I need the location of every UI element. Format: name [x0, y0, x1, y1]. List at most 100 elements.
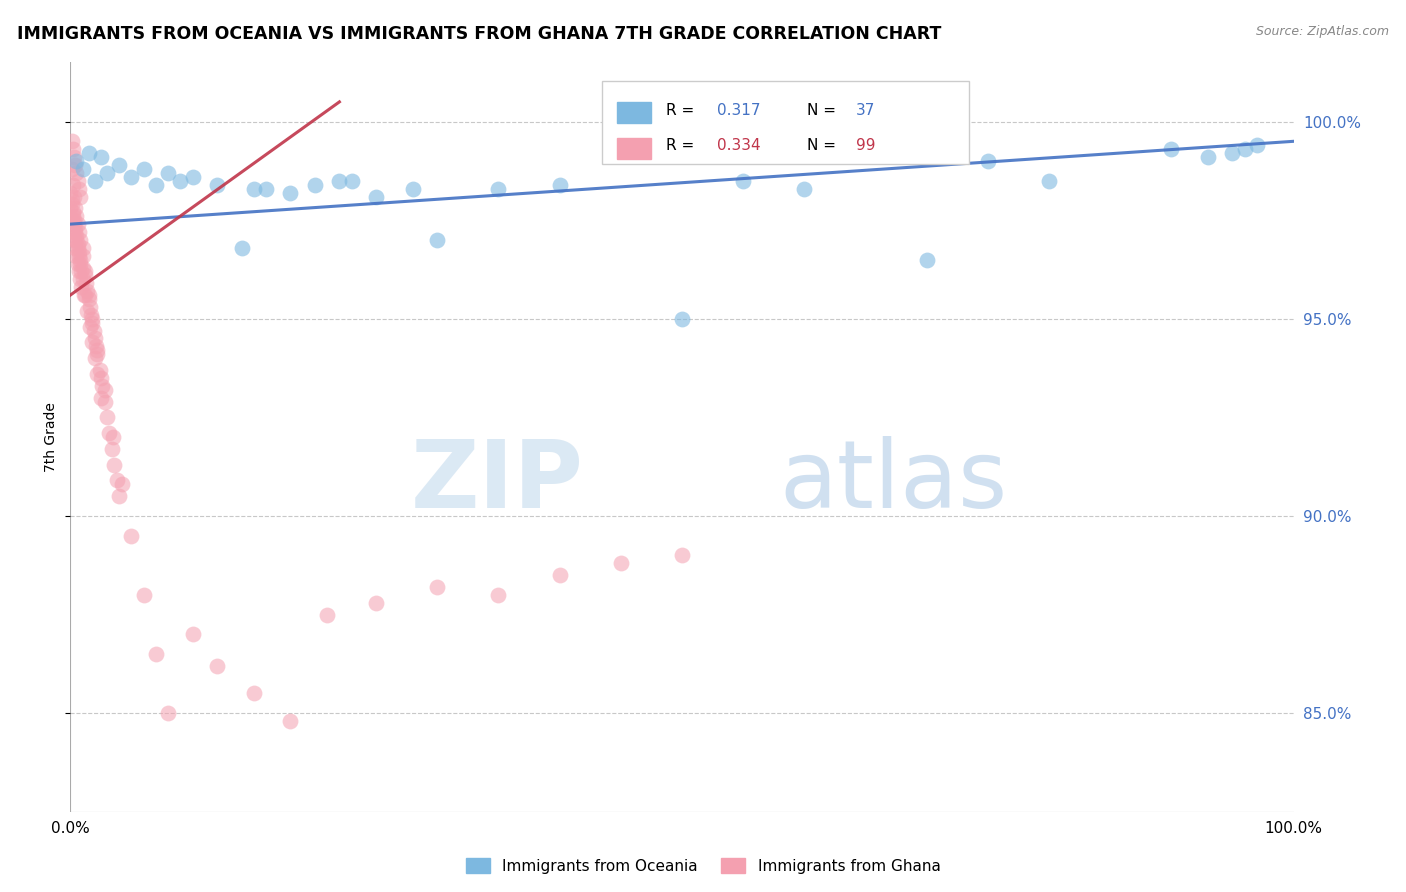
Point: [101, 430, 124, 444]
Point: [280, 186, 302, 200]
Point: [59, 202, 82, 216]
Point: [103, 458, 125, 472]
Point: [65, 166, 87, 180]
Text: N =: N =: [807, 103, 841, 118]
Point: [105, 474, 128, 488]
Point: [63, 189, 86, 203]
Point: [426, 233, 449, 247]
Point: [86, 343, 108, 358]
Point: [72, 260, 94, 275]
Point: [243, 686, 266, 700]
Point: [304, 178, 326, 192]
FancyBboxPatch shape: [617, 102, 651, 123]
Point: [60, 194, 83, 208]
Point: [733, 174, 755, 188]
Point: [60, 134, 83, 148]
Point: [89, 363, 111, 377]
Point: [62, 178, 84, 192]
Point: [65, 209, 87, 223]
Point: [77, 288, 100, 302]
Point: [426, 580, 449, 594]
Point: [1197, 150, 1219, 164]
Point: [65, 229, 87, 244]
Point: [60, 161, 83, 176]
Point: [63, 233, 86, 247]
Text: R =: R =: [666, 138, 699, 153]
Point: [1233, 142, 1256, 156]
Text: 37: 37: [856, 103, 875, 118]
Point: [67, 181, 90, 195]
Point: [60, 197, 83, 211]
Point: [96, 166, 118, 180]
Point: [70, 280, 93, 294]
Point: [145, 178, 167, 192]
Point: [132, 161, 155, 176]
Point: [72, 249, 94, 263]
Point: [82, 335, 104, 350]
Point: [82, 311, 104, 326]
Point: [63, 241, 86, 255]
Text: 0.334: 0.334: [717, 138, 761, 153]
Point: [73, 288, 96, 302]
Point: [59, 186, 82, 200]
Point: [254, 181, 277, 195]
Point: [69, 189, 91, 203]
Point: [157, 166, 180, 180]
Text: N =: N =: [807, 138, 841, 153]
Point: [73, 264, 96, 278]
Point: [66, 241, 89, 255]
Point: [66, 236, 89, 251]
Point: [181, 627, 204, 641]
Point: [548, 568, 571, 582]
Point: [793, 181, 815, 195]
Point: [121, 169, 143, 184]
FancyBboxPatch shape: [617, 138, 651, 160]
Point: [69, 233, 91, 247]
Point: [96, 410, 118, 425]
Point: [181, 169, 204, 184]
Point: [66, 174, 89, 188]
Point: [111, 477, 134, 491]
Point: [65, 154, 87, 169]
Point: [73, 288, 96, 302]
Point: [83, 324, 105, 338]
Point: [76, 284, 98, 298]
Point: [1220, 146, 1243, 161]
Point: [62, 225, 84, 239]
Point: [67, 244, 90, 259]
Point: [132, 588, 155, 602]
Point: [108, 489, 131, 503]
Point: [63, 221, 86, 235]
Point: [205, 658, 228, 673]
Point: [243, 181, 266, 195]
Point: [366, 189, 388, 203]
Point: [83, 351, 105, 366]
Point: [671, 549, 693, 563]
Point: [366, 596, 388, 610]
Point: [67, 225, 90, 239]
Text: R =: R =: [666, 103, 699, 118]
Point: [231, 241, 253, 255]
Point: [169, 174, 191, 188]
Point: [1038, 174, 1060, 188]
Point: [63, 150, 86, 164]
Point: [72, 272, 94, 286]
Point: [69, 272, 91, 286]
Point: [90, 371, 112, 385]
Legend: Immigrants from Oceania, Immigrants from Ghana: Immigrants from Oceania, Immigrants from…: [460, 852, 946, 880]
Point: [70, 264, 93, 278]
Point: [63, 158, 86, 172]
Point: [67, 264, 90, 278]
Point: [63, 202, 86, 216]
Point: [340, 174, 363, 188]
Point: [145, 647, 167, 661]
Point: [84, 339, 107, 353]
Point: [66, 217, 89, 231]
Point: [62, 205, 84, 219]
Point: [316, 607, 339, 622]
Point: [69, 252, 91, 267]
Point: [75, 277, 97, 291]
Point: [63, 213, 86, 227]
Y-axis label: 7th Grade: 7th Grade: [45, 402, 59, 472]
Point: [65, 233, 87, 247]
